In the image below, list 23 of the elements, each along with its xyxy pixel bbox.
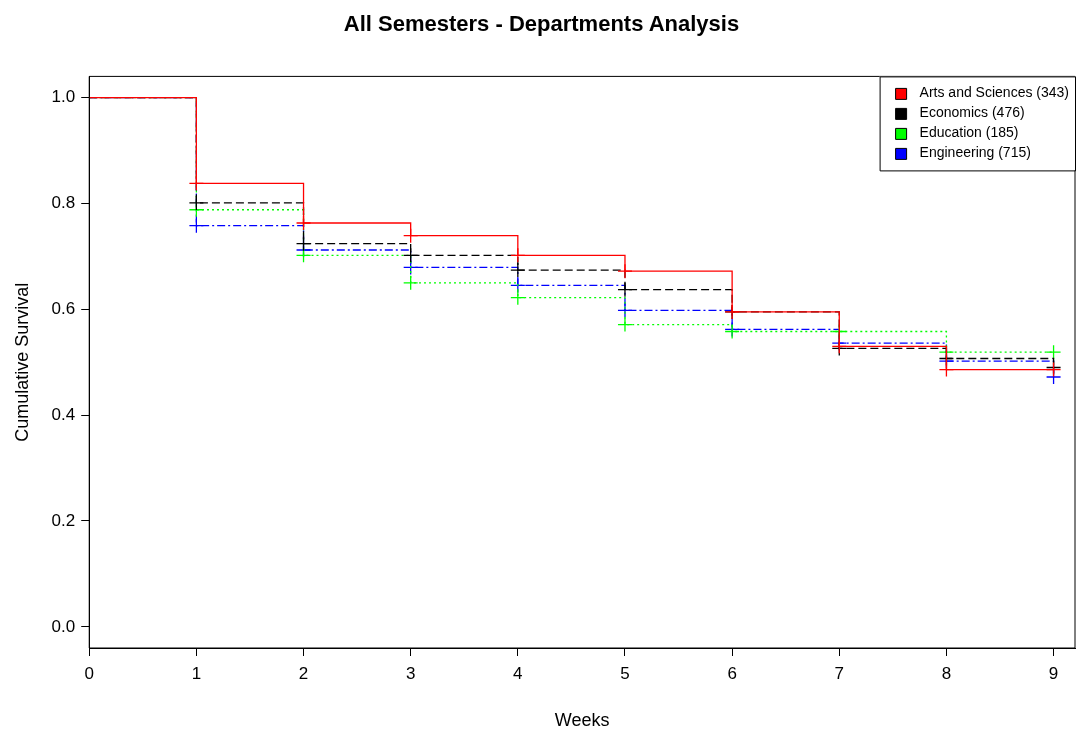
x-axis-title: Weeks (554, 710, 610, 731)
y-tick-label: 0.6 (51, 298, 76, 318)
x-tick-label: 0 (84, 663, 94, 683)
x-tick-label: 4 (513, 663, 523, 683)
chart-title: All Semesters - Departments Analysis (343, 11, 740, 37)
x-tick-label: 2 (298, 663, 309, 683)
x-tick-label: 8 (941, 663, 952, 683)
legend-label: Economics (476) (919, 104, 1025, 121)
x-tick-label: 5 (620, 663, 630, 683)
x-tick-label: 7 (834, 663, 845, 683)
legend-label: Engineering (715) (919, 144, 1031, 161)
x-tick-label: 1 (191, 663, 202, 683)
x-tick-label: 3 (405, 663, 416, 683)
legend-label: Arts and Sciences (343) (919, 84, 1069, 101)
y-tick-label: 1.0 (51, 87, 76, 107)
y-axis-title: Cumulative Survival (11, 282, 32, 442)
y-tick-label: 0.4 (51, 404, 76, 424)
legend-label: Education (185) (919, 124, 1019, 141)
y-tick-label: 0.0 (51, 616, 76, 636)
y-tick-label: 0.2 (51, 510, 76, 530)
x-tick-label: 6 (727, 663, 737, 683)
x-tick-label: 9 (1048, 663, 1059, 683)
y-tick-label: 0.8 (51, 193, 76, 213)
